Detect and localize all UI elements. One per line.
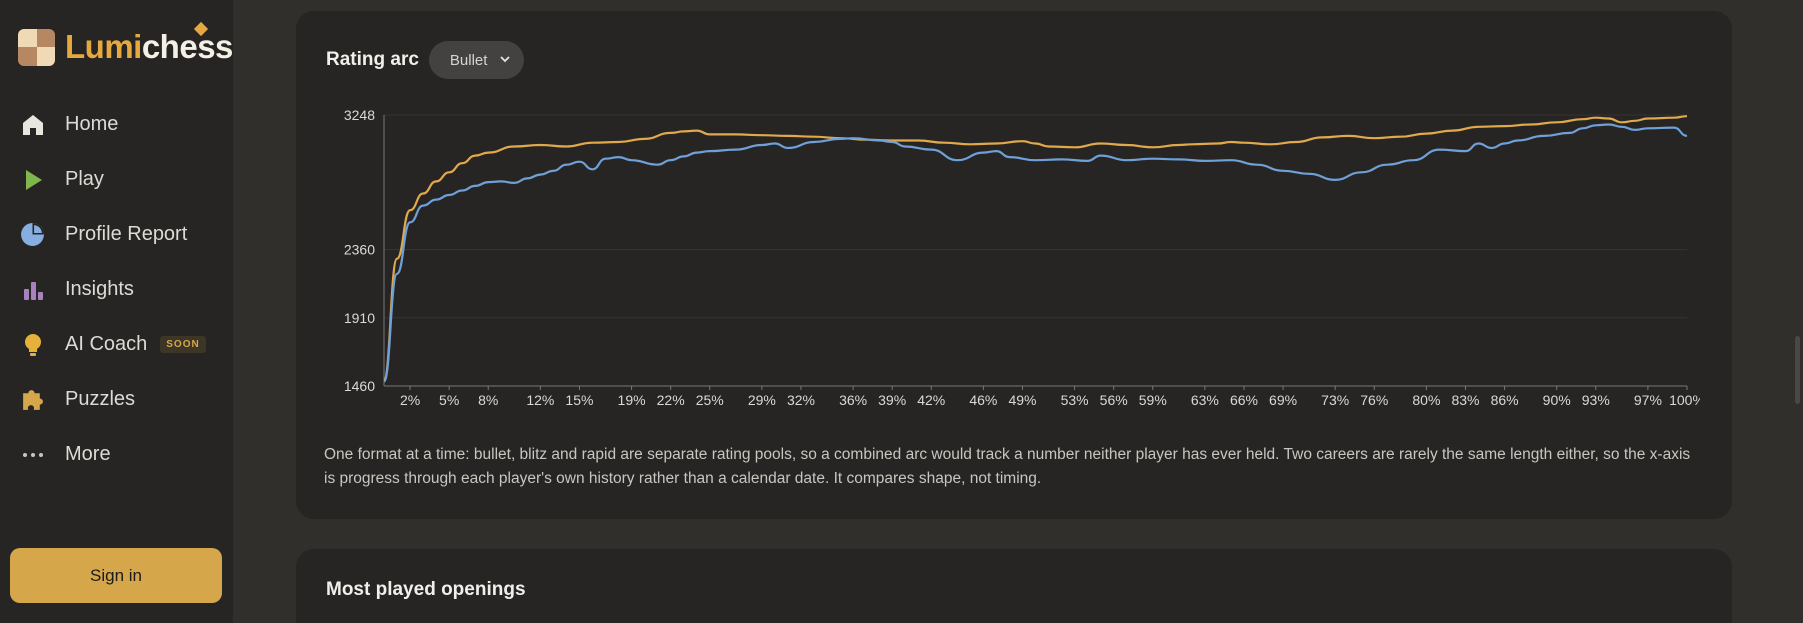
page-scrollbar[interactable] — [1795, 336, 1800, 404]
more-dots-icon — [20, 442, 45, 467]
puzzle-icon — [20, 387, 45, 412]
x-tick-label: 93% — [1582, 392, 1610, 408]
sidebar-item-insights[interactable]: Insights — [0, 262, 233, 317]
series-line-1 — [382, 115, 1688, 381]
x-tick-label: 80% — [1412, 392, 1440, 408]
sidebar-item-play[interactable]: Play — [0, 152, 233, 207]
x-tick-labels: 2% 5% 8% 12% 15% 19% 22% 25% 29% 32% 36% 39% 42% 46% 4… — [400, 386, 1700, 408]
pie-chart-icon — [20, 222, 45, 247]
soon-badge: SOON — [160, 336, 206, 353]
sidebar-item-ai-coach[interactable]: AI Coach SOON — [0, 317, 233, 372]
sidebar-item-label: Profile Report — [65, 223, 188, 245]
chart-series — [382, 115, 1688, 383]
sidebar-item-label: Insights — [65, 278, 134, 300]
sidebar-item-more[interactable]: More — [0, 427, 233, 482]
sidebar-item-label: Play — [65, 168, 104, 190]
y-tick-label: 1910 — [344, 310, 375, 326]
x-tick-label: 73% — [1321, 392, 1349, 408]
x-tick-label: 46% — [969, 392, 997, 408]
sidebar: Lumichess Home Play Profile Report — [0, 0, 233, 623]
x-tick-label: 5% — [439, 392, 459, 408]
brand-name-part1: Lumi — [65, 28, 142, 65]
x-tick-label: 19% — [618, 392, 646, 408]
home-icon — [20, 112, 45, 137]
x-tick-label: 42% — [917, 392, 945, 408]
x-tick-label: 76% — [1360, 392, 1388, 408]
rating-arc-title: Rating arc — [326, 49, 419, 70]
chevron-down-icon — [500, 56, 510, 63]
lightbulb-icon — [20, 332, 45, 357]
logo-icon — [18, 28, 55, 66]
sidebar-item-profile-report[interactable]: Profile Report — [0, 207, 233, 262]
y-tick-labels: 1460 1910 2360 3248 — [344, 107, 375, 394]
format-select[interactable]: Bullet — [428, 41, 524, 79]
x-tick-label: 22% — [657, 392, 685, 408]
x-tick-label: 32% — [787, 392, 815, 408]
x-tick-label: 15% — [565, 392, 593, 408]
x-tick-label: 86% — [1491, 392, 1519, 408]
bar-chart-icon — [20, 277, 45, 302]
x-tick-label: 66% — [1230, 392, 1258, 408]
x-tick-label: 63% — [1191, 392, 1219, 408]
x-tick-label: 49% — [1008, 392, 1036, 408]
x-tick-label: 2% — [400, 392, 420, 408]
x-tick-label: 8% — [478, 392, 498, 408]
x-tick-label: 25% — [696, 392, 724, 408]
y-tick-label: 2360 — [344, 242, 375, 258]
x-tick-label: 69% — [1269, 392, 1297, 408]
brand-name-part2: chess — [141, 28, 234, 65]
rating-arc-chart: 1460 1910 2360 3248 2% 5% 8% 12% 15% 19% 22% 25% 29… — [344, 107, 1700, 408]
openings-title: Most played openings — [326, 579, 526, 600]
x-tick-label: 29% — [748, 392, 776, 408]
x-tick-label: 56% — [1100, 392, 1128, 408]
brand-name: Lumichess — [65, 21, 234, 66]
rating-arc-card: Rating arc Bullet One format at a time: … — [296, 11, 1732, 519]
rating-arc-note: One format at a time: bullet, blitz and … — [324, 446, 1691, 487]
x-tick-label: 90% — [1543, 392, 1571, 408]
sidebar-item-label: AI Coach — [65, 333, 148, 355]
play-icon — [20, 167, 45, 192]
x-tick-label: 36% — [839, 392, 867, 408]
y-tick-label: 3248 — [344, 107, 375, 123]
x-tick-label: 53% — [1061, 392, 1089, 408]
x-tick-label: 12% — [526, 392, 554, 408]
chart-grid — [383, 114, 1687, 387]
sidebar-item-puzzles[interactable]: Puzzles — [0, 372, 233, 427]
openings-card: Most played openings — [296, 549, 1732, 623]
brand-logo[interactable]: Lumichess — [18, 21, 234, 66]
sidebar-item-home[interactable]: Home — [0, 97, 233, 152]
format-select-value: Bullet — [428, 41, 524, 79]
sidebar-item-label: More — [65, 443, 111, 465]
sidebar-nav: Home Play Profile Report Insights AI Coa… — [0, 97, 233, 482]
x-tick-label: 39% — [878, 392, 906, 408]
x-tick-label: 97% — [1634, 392, 1662, 408]
x-tick-label: 59% — [1139, 392, 1167, 408]
y-tick-label: 1460 — [344, 378, 375, 394]
sidebar-item-label: Home — [65, 113, 119, 135]
x-tick-label: 100% — [1669, 392, 1700, 408]
rating-arc-header: Rating arc Bullet — [326, 41, 524, 79]
sign-in-button[interactable]: Sign in — [10, 548, 222, 603]
sidebar-item-label: Puzzles — [65, 388, 136, 410]
series-line-2 — [382, 123, 1688, 383]
x-tick-label: 83% — [1451, 392, 1479, 408]
